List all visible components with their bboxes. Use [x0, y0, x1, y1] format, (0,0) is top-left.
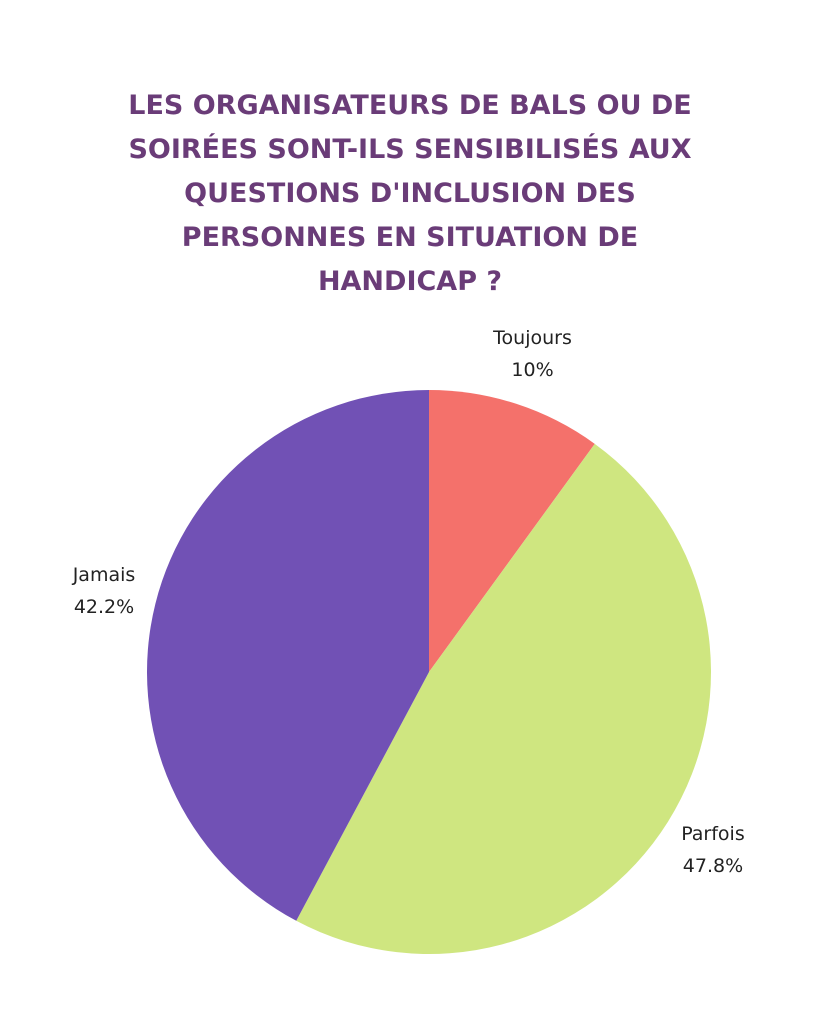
- slice-value-label: 10%: [511, 359, 553, 381]
- pie-slice: [146, 390, 429, 921]
- pie-slice: [296, 443, 711, 954]
- slice-label: Toujours: [492, 327, 572, 349]
- pie-slice: [429, 390, 595, 672]
- slice-label: Parfois: [681, 823, 745, 845]
- slice-label: Jamais: [72, 564, 136, 586]
- slice-value-label: 42.2%: [74, 596, 134, 618]
- slice-value-label: 47.8%: [683, 855, 743, 877]
- chart-title: LES ORGANISATEURS DE BALS OU DE SOIRÉES …: [128, 90, 692, 297]
